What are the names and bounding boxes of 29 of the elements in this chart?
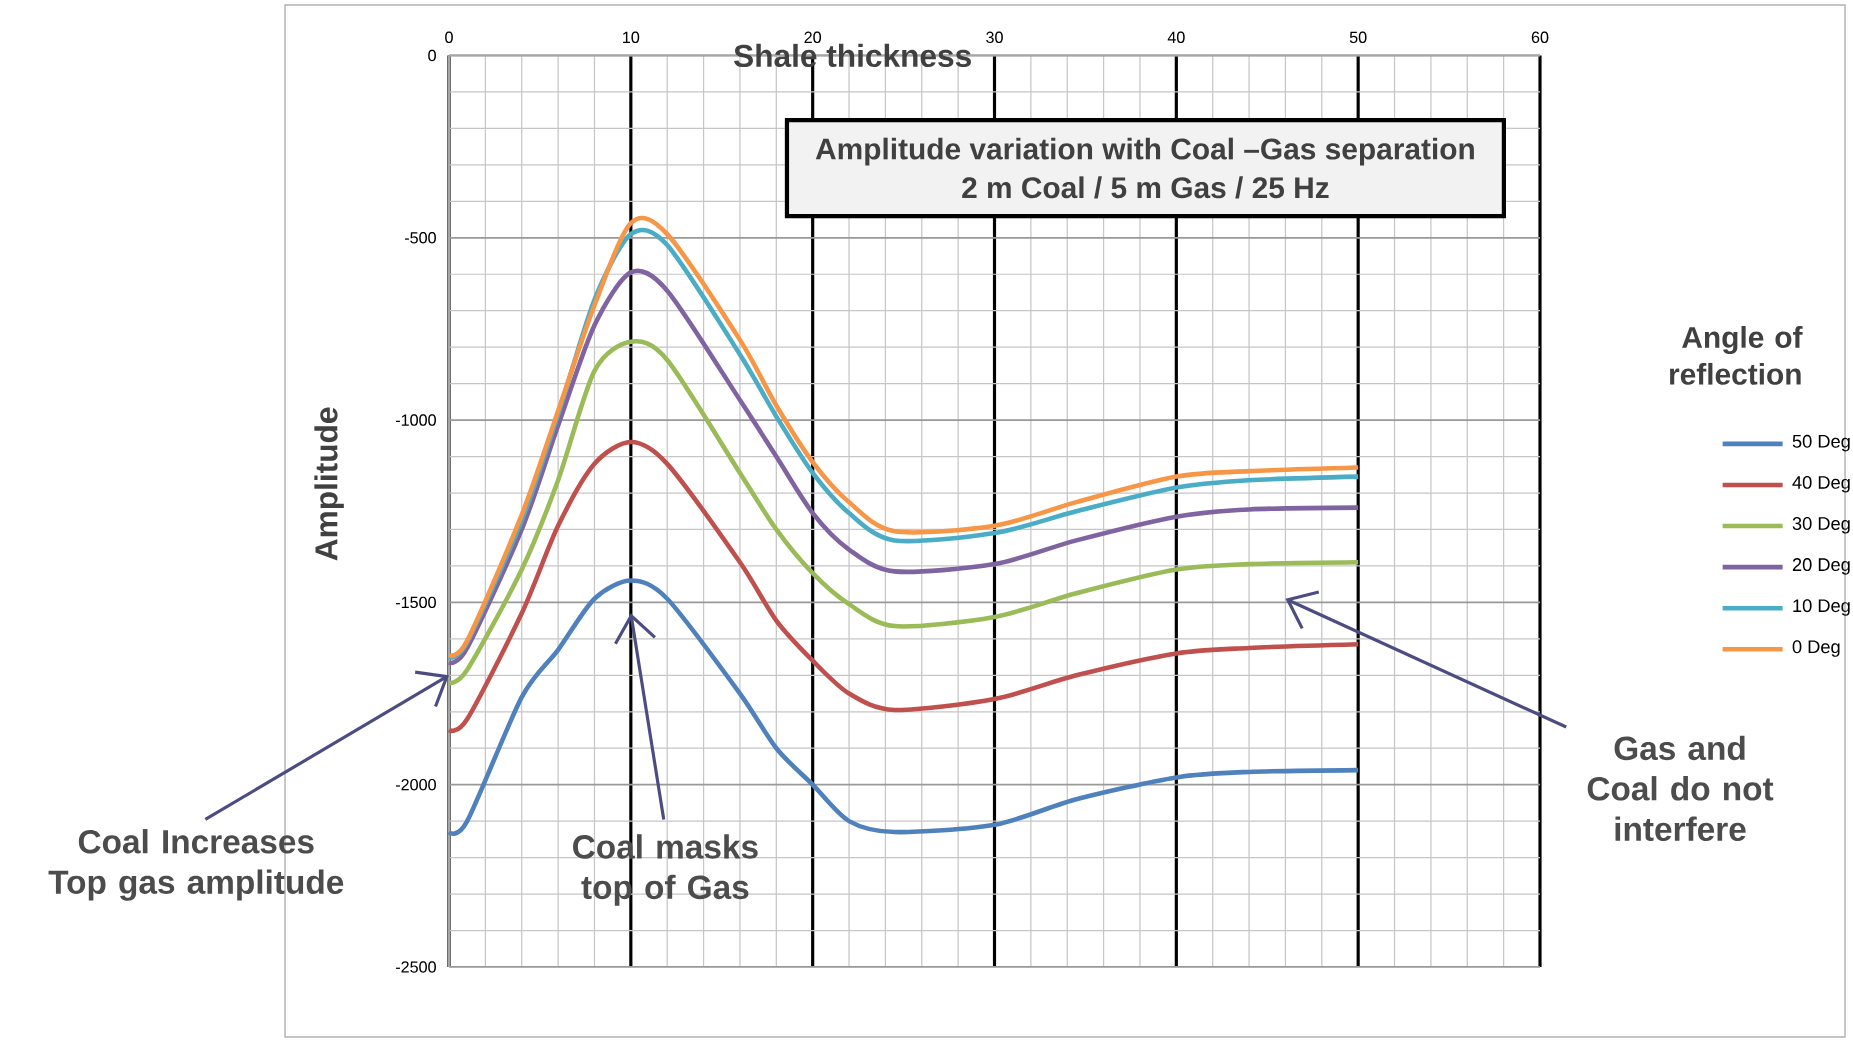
line-series xyxy=(446,439,1361,733)
legend-label: 0 Deg xyxy=(1792,640,1840,657)
text: Gas and Coal do not interfere xyxy=(1587,735,1774,842)
x-tick-label: 50 xyxy=(1349,31,1367,44)
x-tick-label: 10 xyxy=(623,31,640,44)
legend-label: 40 Deg xyxy=(1792,475,1850,493)
legend-label: 20 Deg xyxy=(1792,558,1850,575)
y-axis-title: Amplitude xyxy=(314,407,344,561)
x-tick-label: 30 xyxy=(986,31,1003,44)
line-series xyxy=(446,339,1361,685)
y-tick-label: 0 xyxy=(428,49,436,62)
text: Amplitude variation with Coal –Gas separation xyxy=(815,137,1474,166)
y-tick-label: -500 xyxy=(404,232,436,244)
x-tick-label: 20 xyxy=(804,31,822,44)
y-tick-label: -1000 xyxy=(395,414,436,426)
x-tick-label: 40 xyxy=(1167,31,1185,44)
legend-label: 30 Deg xyxy=(1792,517,1850,534)
text: Coal Increases Top gas amplitude xyxy=(48,829,344,901)
legend-label: 50 Deg xyxy=(1792,434,1850,452)
line-series xyxy=(446,578,1361,835)
y-tick-label: -2500 xyxy=(395,961,436,973)
x-tick-label: 60 xyxy=(1531,31,1549,44)
text: 2 m Coal / 5 m Gas / 25 Hz xyxy=(962,176,1329,199)
legend-title: Angle of reflection xyxy=(1670,326,1803,385)
x-axis-title: Shale thickness xyxy=(734,43,971,68)
x-tick-label: 0 xyxy=(445,31,453,44)
y-tick-label: -1500 xyxy=(395,596,436,609)
y-tick-label: -2000 xyxy=(395,778,436,791)
legend-label: 10 Deg xyxy=(1793,599,1850,616)
